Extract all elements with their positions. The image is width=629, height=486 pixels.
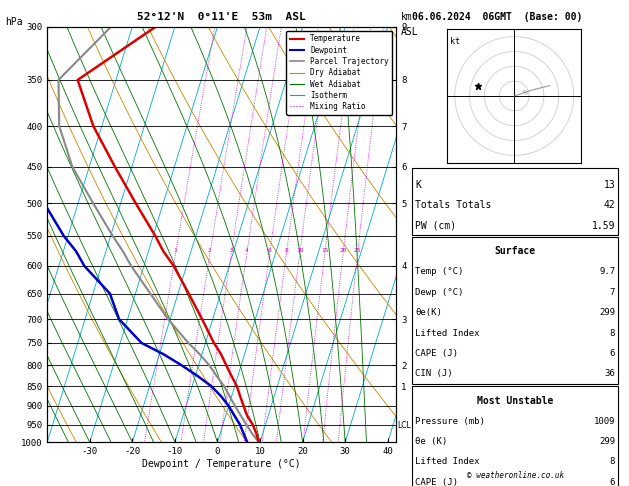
Text: 13: 13 <box>603 180 615 190</box>
Text: K: K <box>415 180 421 190</box>
Text: 6: 6 <box>268 248 271 253</box>
Text: 8: 8 <box>284 248 288 253</box>
Text: Lifted Index: Lifted Index <box>415 329 480 338</box>
Text: 36: 36 <box>604 369 615 379</box>
Text: 6: 6 <box>610 478 615 486</box>
Text: Surface: Surface <box>494 246 536 257</box>
Text: Temp (°C): Temp (°C) <box>415 267 464 277</box>
Text: 7: 7 <box>610 288 615 297</box>
Text: LCL: LCL <box>398 421 411 430</box>
Legend: Temperature, Dewpoint, Parcel Trajectory, Dry Adiabat, Wet Adiabat, Isotherm, Mi: Temperature, Dewpoint, Parcel Trajectory… <box>286 31 392 115</box>
Text: 3: 3 <box>229 248 233 253</box>
Text: 6: 6 <box>610 349 615 358</box>
Text: 20: 20 <box>339 248 347 253</box>
Text: ASL: ASL <box>401 27 419 37</box>
Text: 42: 42 <box>603 200 615 210</box>
Text: Totals Totals: Totals Totals <box>415 200 491 210</box>
Text: 299: 299 <box>599 308 615 317</box>
Text: Lifted Index: Lifted Index <box>415 457 480 467</box>
Text: 1.59: 1.59 <box>592 221 615 231</box>
Text: kt: kt <box>450 36 460 46</box>
Text: PW (cm): PW (cm) <box>415 221 456 231</box>
Text: 8: 8 <box>610 329 615 338</box>
Text: θe (K): θe (K) <box>415 437 447 446</box>
Text: Most Unstable: Most Unstable <box>477 396 554 406</box>
Text: 2: 2 <box>208 248 212 253</box>
Text: 52°12'N  0°11'E  53m  ASL: 52°12'N 0°11'E 53m ASL <box>137 12 306 22</box>
Text: 06.06.2024  06GMT  (Base: 00): 06.06.2024 06GMT (Base: 00) <box>412 12 582 22</box>
Text: 25: 25 <box>353 248 361 253</box>
Text: Dewp (°C): Dewp (°C) <box>415 288 464 297</box>
Text: 299: 299 <box>599 437 615 446</box>
Text: © weatheronline.co.uk: © weatheronline.co.uk <box>467 471 564 480</box>
Text: θe(K): θe(K) <box>415 308 442 317</box>
Text: 10: 10 <box>296 248 303 253</box>
X-axis label: Dewpoint / Temperature (°C): Dewpoint / Temperature (°C) <box>142 459 301 469</box>
Text: 4: 4 <box>245 248 248 253</box>
Text: CAPE (J): CAPE (J) <box>415 349 458 358</box>
Text: Pressure (mb): Pressure (mb) <box>415 417 485 426</box>
Text: 1009: 1009 <box>594 417 615 426</box>
Text: 9.7: 9.7 <box>599 267 615 277</box>
Text: CAPE (J): CAPE (J) <box>415 478 458 486</box>
Text: 15: 15 <box>321 248 328 253</box>
Text: 1: 1 <box>174 248 177 253</box>
Text: hPa: hPa <box>5 17 23 27</box>
Text: CIN (J): CIN (J) <box>415 369 453 379</box>
Text: km: km <box>401 12 413 22</box>
Text: 8: 8 <box>610 457 615 467</box>
